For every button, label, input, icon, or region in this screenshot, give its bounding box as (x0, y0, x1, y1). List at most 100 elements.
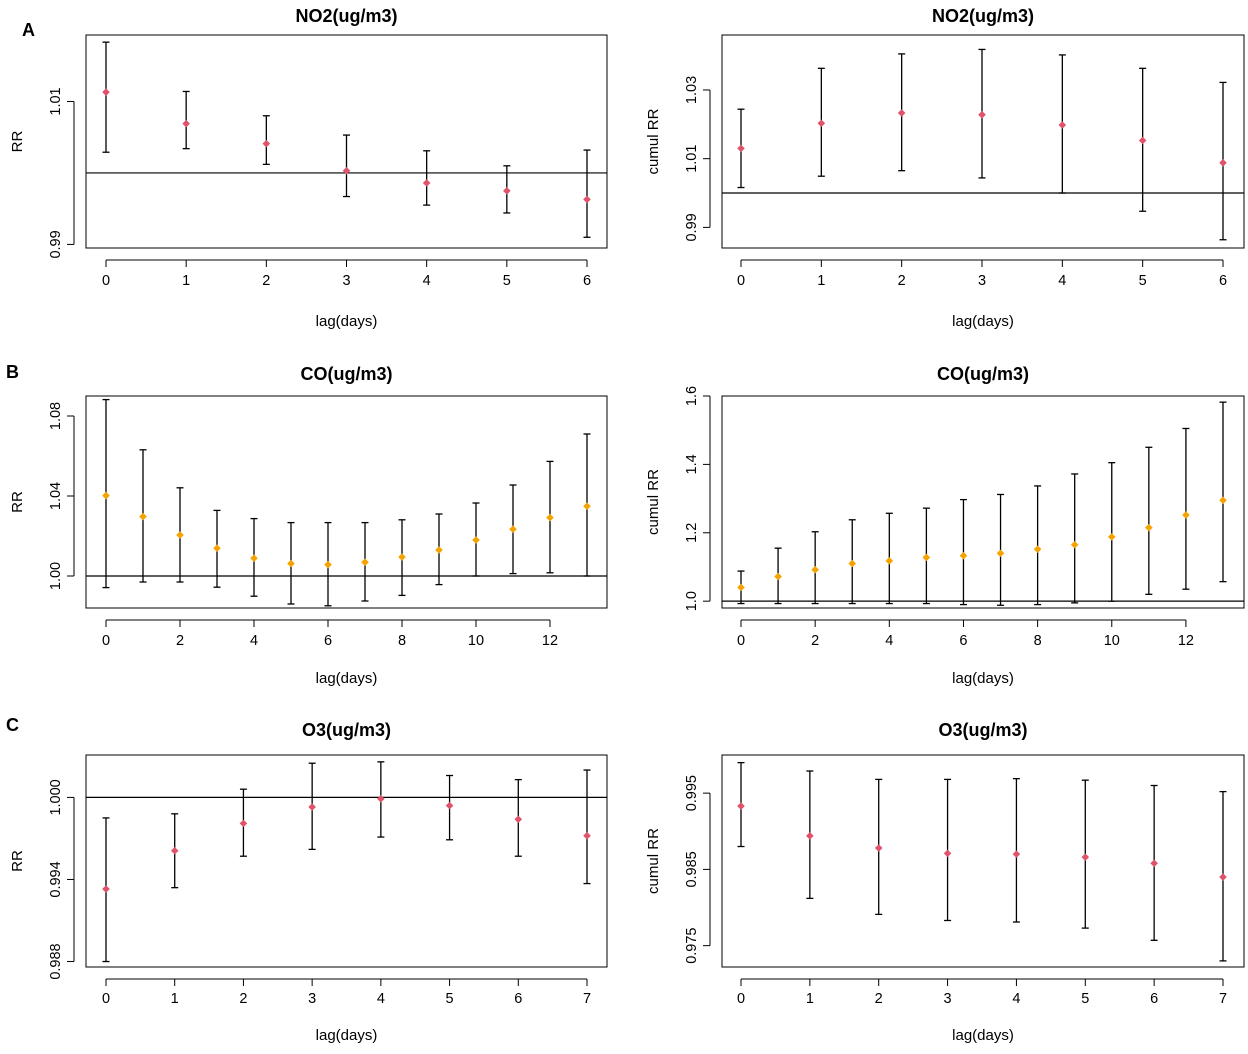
data-point (978, 110, 986, 119)
data-point (308, 803, 316, 811)
x-tick-label: 3 (308, 991, 316, 1007)
x-tick-label: 7 (583, 991, 591, 1007)
plot-title: CO(ug/m3) (937, 364, 1029, 384)
y-tick-label: 1.0 (684, 591, 700, 611)
data-point (377, 794, 385, 803)
x-tick-label: 4 (423, 273, 431, 289)
data-point (897, 109, 906, 117)
data-point (1012, 850, 1021, 858)
plot-title: O3(ug/m3) (302, 720, 391, 740)
x-tick-label: 0 (102, 273, 110, 289)
data-point (1138, 136, 1147, 145)
x-tick-label: 1 (817, 273, 825, 289)
x-tick-label: 6 (1150, 991, 1158, 1007)
x-tick-label: 6 (514, 991, 522, 1007)
data-point (503, 187, 511, 195)
y-tick-label: 0.975 (684, 927, 700, 963)
x-tick-label: 4 (1058, 273, 1066, 289)
x-tick-label: 1 (806, 991, 814, 1007)
x-axis-label: lag(days) (316, 313, 378, 330)
data-point (176, 531, 184, 539)
data-point (342, 167, 351, 175)
data-point (1033, 545, 1042, 553)
data-point (398, 553, 406, 561)
y-axis-label: cumul RR (645, 828, 662, 894)
data-point (1081, 853, 1090, 861)
plot-frame (85, 754, 608, 968)
data-point (324, 560, 332, 569)
data-point (1145, 523, 1153, 532)
data-point (885, 557, 894, 565)
x-axis-label: lag(days) (952, 670, 1014, 687)
data-point (1150, 859, 1158, 868)
data-point (287, 559, 295, 568)
y-axis-label: cumul RR (645, 108, 662, 174)
chart-b-left: CO(ug/m3) 0 2 4 6 8 10 12 lag(days) 1.00 1.04 1.08 R… (9, 364, 608, 687)
x-tick-label: 6 (1219, 273, 1227, 289)
plot-frame (85, 395, 608, 609)
x-tick-label: 0 (737, 273, 745, 289)
y-axis-label: cumul RR (645, 469, 662, 535)
plot-title: CO(ug/m3) (301, 364, 393, 384)
x-axis-label: lag(days) (952, 1027, 1014, 1044)
x-tick-label: 2 (176, 633, 184, 649)
panel-letter-c: C (6, 715, 19, 735)
data-point (514, 815, 523, 824)
plot-title: NO2(ug/m3) (932, 6, 1034, 26)
data-point (1058, 121, 1067, 129)
data-point (583, 195, 591, 204)
chart-c-right: O3(ug/m3) 0 1 2 3 4 5 6 7 lag(days) 0.975 0.985 0.99… (645, 720, 1245, 1044)
x-axis-label: lag(days) (316, 670, 378, 687)
x-tick-label: 0 (737, 633, 745, 649)
x-tick-label: 6 (583, 273, 591, 289)
x-tick-label: 1 (171, 991, 179, 1007)
x-tick-label: 5 (1139, 273, 1147, 289)
y-tick-label: 0.994 (48, 861, 64, 897)
data-point (139, 512, 147, 521)
plot-title: O3(ug/m3) (938, 720, 1027, 740)
data-point (445, 801, 454, 810)
data-point (874, 844, 883, 852)
plot-frame (721, 754, 1245, 968)
data-point (996, 549, 1005, 558)
x-tick-label: 2 (811, 633, 819, 649)
y-tick-label: 0.99 (48, 230, 64, 258)
x-tick-label: 5 (1081, 991, 1089, 1007)
x-tick-label: 4 (377, 991, 385, 1007)
data-point (250, 554, 258, 562)
data-point (1219, 496, 1227, 505)
chart-b-right: CO(ug/m3) 0 2 4 6 8 10 12 lag(days) 1.0 1.2 1.4 1.6 c… (645, 364, 1245, 687)
x-tick-label: 8 (1034, 633, 1042, 649)
y-tick-label: 0.99 (684, 213, 700, 241)
x-tick-label: 6 (959, 633, 967, 649)
data-point (239, 819, 248, 828)
x-tick-label: 2 (898, 273, 906, 289)
y-tick-label: 1.00 (48, 562, 64, 590)
y-tick-label: 0.988 (48, 943, 64, 979)
x-tick-label: 12 (1178, 633, 1194, 649)
plots: NO2(ug/m3)0 1 2 3 4 5 6lag(days)0.991.01RRNO2(… (9, 6, 1245, 1044)
chart-a-right: NO2(ug/m3) 0 1 2 3 4 5 6 lag(days) 0.99 1.01 1.03 cu… (645, 6, 1245, 330)
data-point (737, 802, 745, 810)
data-point (472, 536, 480, 544)
y-tick-label: 1.2 (684, 523, 700, 543)
data-point (1219, 873, 1227, 881)
data-point (102, 885, 110, 893)
x-tick-label: 0 (102, 991, 110, 1007)
chart-c-left: O3(ug/m3) 0 1 2 3 4 5 6 7 lag(days) 0.988 0.994 1.00… (9, 720, 608, 1044)
x-tick-label: 4 (250, 633, 258, 649)
data-point (546, 513, 554, 522)
data-point (262, 139, 271, 148)
x-axis-label: lag(days) (952, 313, 1014, 330)
x-tick-label: 4 (885, 633, 893, 649)
x-tick-label: 6 (324, 633, 332, 649)
y-tick-label: 0.985 (684, 851, 700, 887)
data-point (1182, 511, 1190, 519)
y-tick-label: 0.995 (684, 775, 700, 811)
y-tick-label: 1.6 (684, 386, 700, 406)
x-tick-label: 2 (875, 991, 883, 1007)
data-point (170, 846, 179, 855)
y-tick-label: 1.000 (48, 779, 64, 815)
x-tick-label: 3 (978, 273, 986, 289)
x-tick-label: 0 (102, 633, 110, 649)
